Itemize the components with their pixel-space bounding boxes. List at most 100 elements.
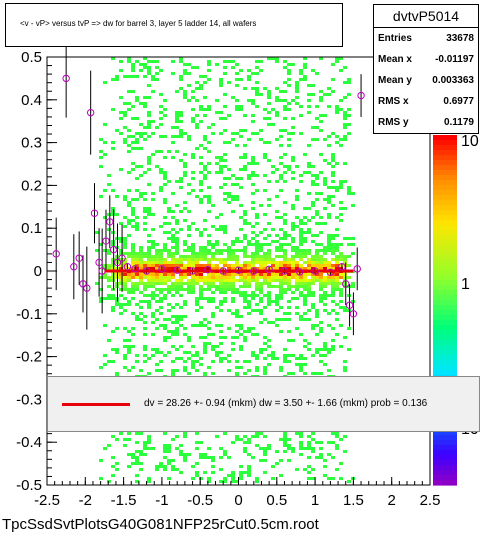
heat-cell [147, 372, 151, 375]
heat-cell [163, 297, 167, 300]
heat-cell [311, 264, 315, 267]
heat-cell [339, 219, 343, 222]
heat-cell [215, 99, 219, 102]
heat-cell [223, 153, 227, 156]
heat-cell [107, 183, 111, 186]
heat-cell [327, 369, 331, 372]
heat-cell [251, 225, 255, 228]
heat-cell [111, 141, 115, 144]
color-scale-segment [433, 440, 457, 446]
heat-cell [339, 276, 343, 279]
heat-cell [127, 348, 131, 351]
heat-cell [231, 291, 235, 294]
heat-cell [219, 324, 223, 327]
heat-cell [223, 279, 227, 282]
heat-cell [295, 288, 299, 291]
heat-cell [139, 291, 143, 294]
heat-cell [223, 282, 227, 285]
heat-cell [123, 282, 127, 285]
heat-cell [299, 78, 303, 81]
heat-cell [139, 306, 143, 309]
heat-cell [247, 468, 251, 471]
heat-cell [139, 174, 143, 177]
heat-cell [251, 99, 255, 102]
heat-cell [247, 285, 251, 288]
heat-cell [231, 243, 235, 246]
heat-cell [183, 90, 187, 93]
heat-cell [235, 195, 239, 198]
heat-cell [319, 216, 323, 219]
heat-cell [335, 105, 339, 108]
heat-cell [111, 258, 115, 261]
heat-cell [283, 213, 287, 216]
heat-cell [243, 213, 247, 216]
x-tick-label: -2.5 [34, 492, 60, 509]
heat-cell [243, 285, 247, 288]
heat-cell [263, 117, 267, 120]
heat-cell [199, 144, 203, 147]
heat-cell [119, 432, 123, 435]
heat-cell [263, 267, 267, 270]
heat-cell [295, 246, 299, 249]
heat-cell [267, 243, 271, 246]
heat-cell [279, 129, 283, 132]
heat-cell [99, 288, 103, 291]
heat-cell [231, 441, 235, 444]
heat-cell [227, 201, 231, 204]
heat-cell [207, 141, 211, 144]
heat-cell [243, 249, 247, 252]
heat-cell [235, 237, 239, 240]
heat-cell [223, 273, 227, 276]
heat-cell [151, 198, 155, 201]
heat-cell [295, 276, 299, 279]
heat-cell [331, 294, 335, 297]
heat-cell [323, 261, 327, 264]
heat-cell [131, 243, 135, 246]
heat-cell [207, 261, 211, 264]
heat-cell [239, 315, 243, 318]
heat-cell [255, 60, 259, 63]
heat-cell [203, 219, 207, 222]
heat-cell [267, 96, 271, 99]
heat-cell [179, 318, 183, 321]
heat-cell [255, 249, 259, 252]
heat-cell [127, 144, 131, 147]
heat-cell [131, 246, 135, 249]
heat-cell [203, 81, 207, 84]
heat-cell [283, 318, 287, 321]
heat-cell [283, 231, 287, 234]
heat-cell [143, 264, 147, 267]
heat-cell [335, 186, 339, 189]
heat-cell [199, 189, 203, 192]
heat-cell [299, 294, 303, 297]
heat-cell [279, 291, 283, 294]
heat-cell [283, 81, 287, 84]
heat-cell [167, 285, 171, 288]
heat-cell [291, 240, 295, 243]
heat-cell [231, 174, 235, 177]
heat-cell [275, 279, 279, 282]
heat-cell [203, 114, 207, 117]
heat-cell [243, 246, 247, 249]
heat-cell [163, 222, 167, 225]
color-scale-segment [433, 280, 457, 286]
heat-cell [327, 105, 331, 108]
heat-cell [263, 252, 267, 255]
heat-cell [111, 147, 115, 150]
heat-cell [219, 111, 223, 114]
heat-cell [255, 174, 259, 177]
heat-cell [131, 135, 135, 138]
heat-cell [283, 165, 287, 168]
heat-cell [279, 99, 283, 102]
heat-cell [315, 213, 319, 216]
heat-cell [103, 297, 107, 300]
heat-cell [183, 249, 187, 252]
heat-cell [311, 126, 315, 129]
stats-label: RMS y [378, 117, 409, 128]
heat-cell [247, 465, 251, 468]
profile-marker [83, 284, 91, 292]
color-scale-segment [433, 195, 457, 201]
heat-cell [335, 234, 339, 237]
heat-cell [295, 297, 299, 300]
heat-cell [331, 267, 335, 270]
